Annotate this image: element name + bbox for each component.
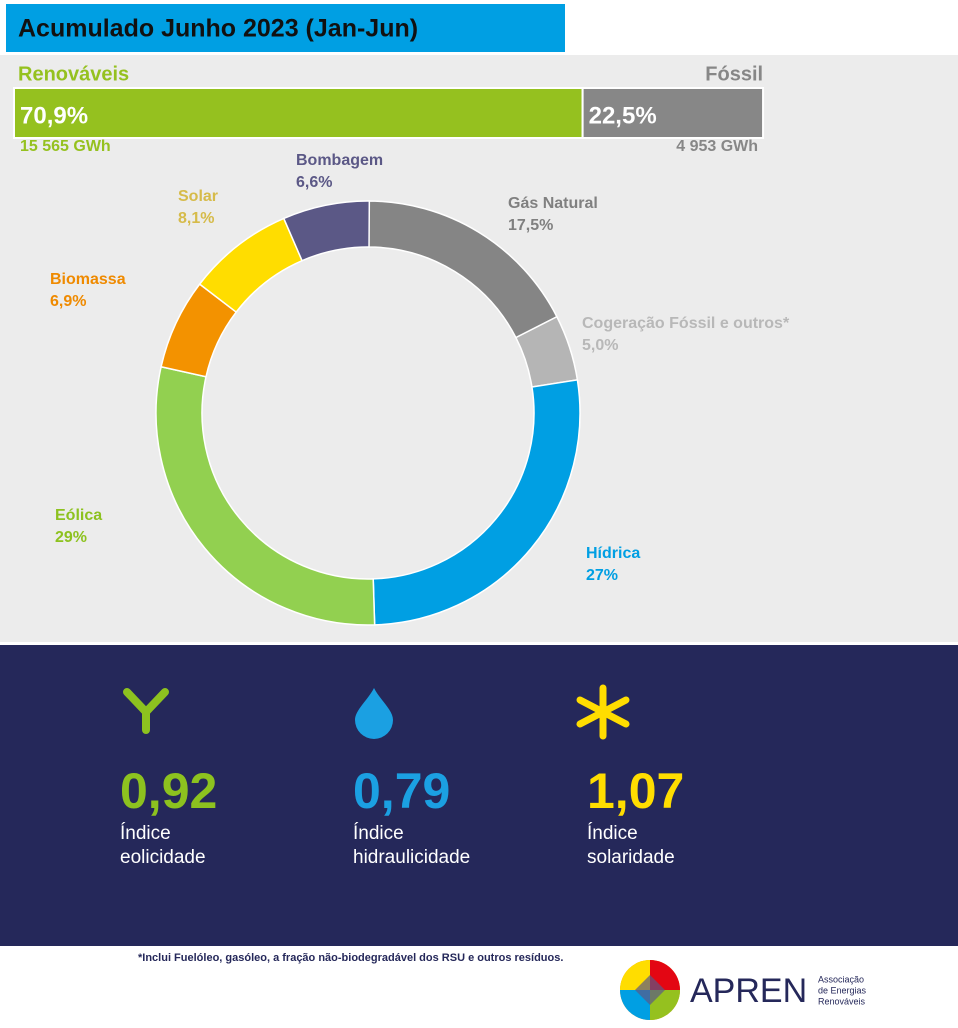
index-label: hidraulicidade <box>353 847 470 868</box>
water-icon <box>355 688 393 739</box>
title-bar <box>6 4 565 52</box>
wind-icon <box>123 688 169 734</box>
segment-name: Biomassa <box>50 271 126 288</box>
segment-name: Gás Natural <box>508 195 598 212</box>
segment-name: Hídrica <box>586 545 640 562</box>
segment-value: 29% <box>55 529 87 546</box>
bar-value-label: 22,5% <box>589 102 657 129</box>
index-label: solaridade <box>587 847 675 868</box>
index-value: 1,07 <box>587 763 684 819</box>
segment-value: 6,6% <box>296 174 332 191</box>
logo-subtitle: Associação <box>818 974 864 984</box>
bar-segment <box>581 87 765 139</box>
segment-name: Eólica <box>55 507 102 524</box>
index-value: 0,79 <box>353 763 450 819</box>
segment-value: 8,1% <box>178 210 214 227</box>
series-name: Renováveis <box>18 63 129 85</box>
index-label: Índice <box>353 823 404 844</box>
index-label: Índice <box>120 823 171 844</box>
bar-segment <box>13 87 584 139</box>
segment-name: Cogeração Fóssil e outros* <box>582 315 790 332</box>
logo-name: APREN <box>690 972 807 1010</box>
index-label: Índice <box>587 823 638 844</box>
bar-value-label: 70,9% <box>20 102 88 129</box>
segment-name: Bombagem <box>296 152 383 169</box>
index-value: 0,92 <box>120 763 217 819</box>
logo-mark <box>620 960 680 1020</box>
sun-icon <box>576 684 630 740</box>
series-name: Fóssil <box>705 63 763 85</box>
segment-value: 5,0% <box>582 337 618 354</box>
energy-label: 4 953 GWh <box>676 138 758 155</box>
segment-value: 17,5% <box>508 217 553 234</box>
logo-subtitle: Renováveis <box>818 996 866 1006</box>
footnote: *Inclui Fuelóleo, gasóleo, a fração não-… <box>138 952 563 964</box>
title: Acumulado Junho 2023 (Jan-Jun) <box>18 15 418 43</box>
segment-value: 6,9% <box>50 293 86 310</box>
donut-segment <box>282 200 371 262</box>
energy-label: 15 565 GWh <box>20 138 111 155</box>
logo-subtitle: de Energias <box>818 985 867 995</box>
index-label: eolicidade <box>120 847 206 868</box>
segment-value: 27% <box>586 567 618 584</box>
segment-name: Solar <box>178 188 218 205</box>
